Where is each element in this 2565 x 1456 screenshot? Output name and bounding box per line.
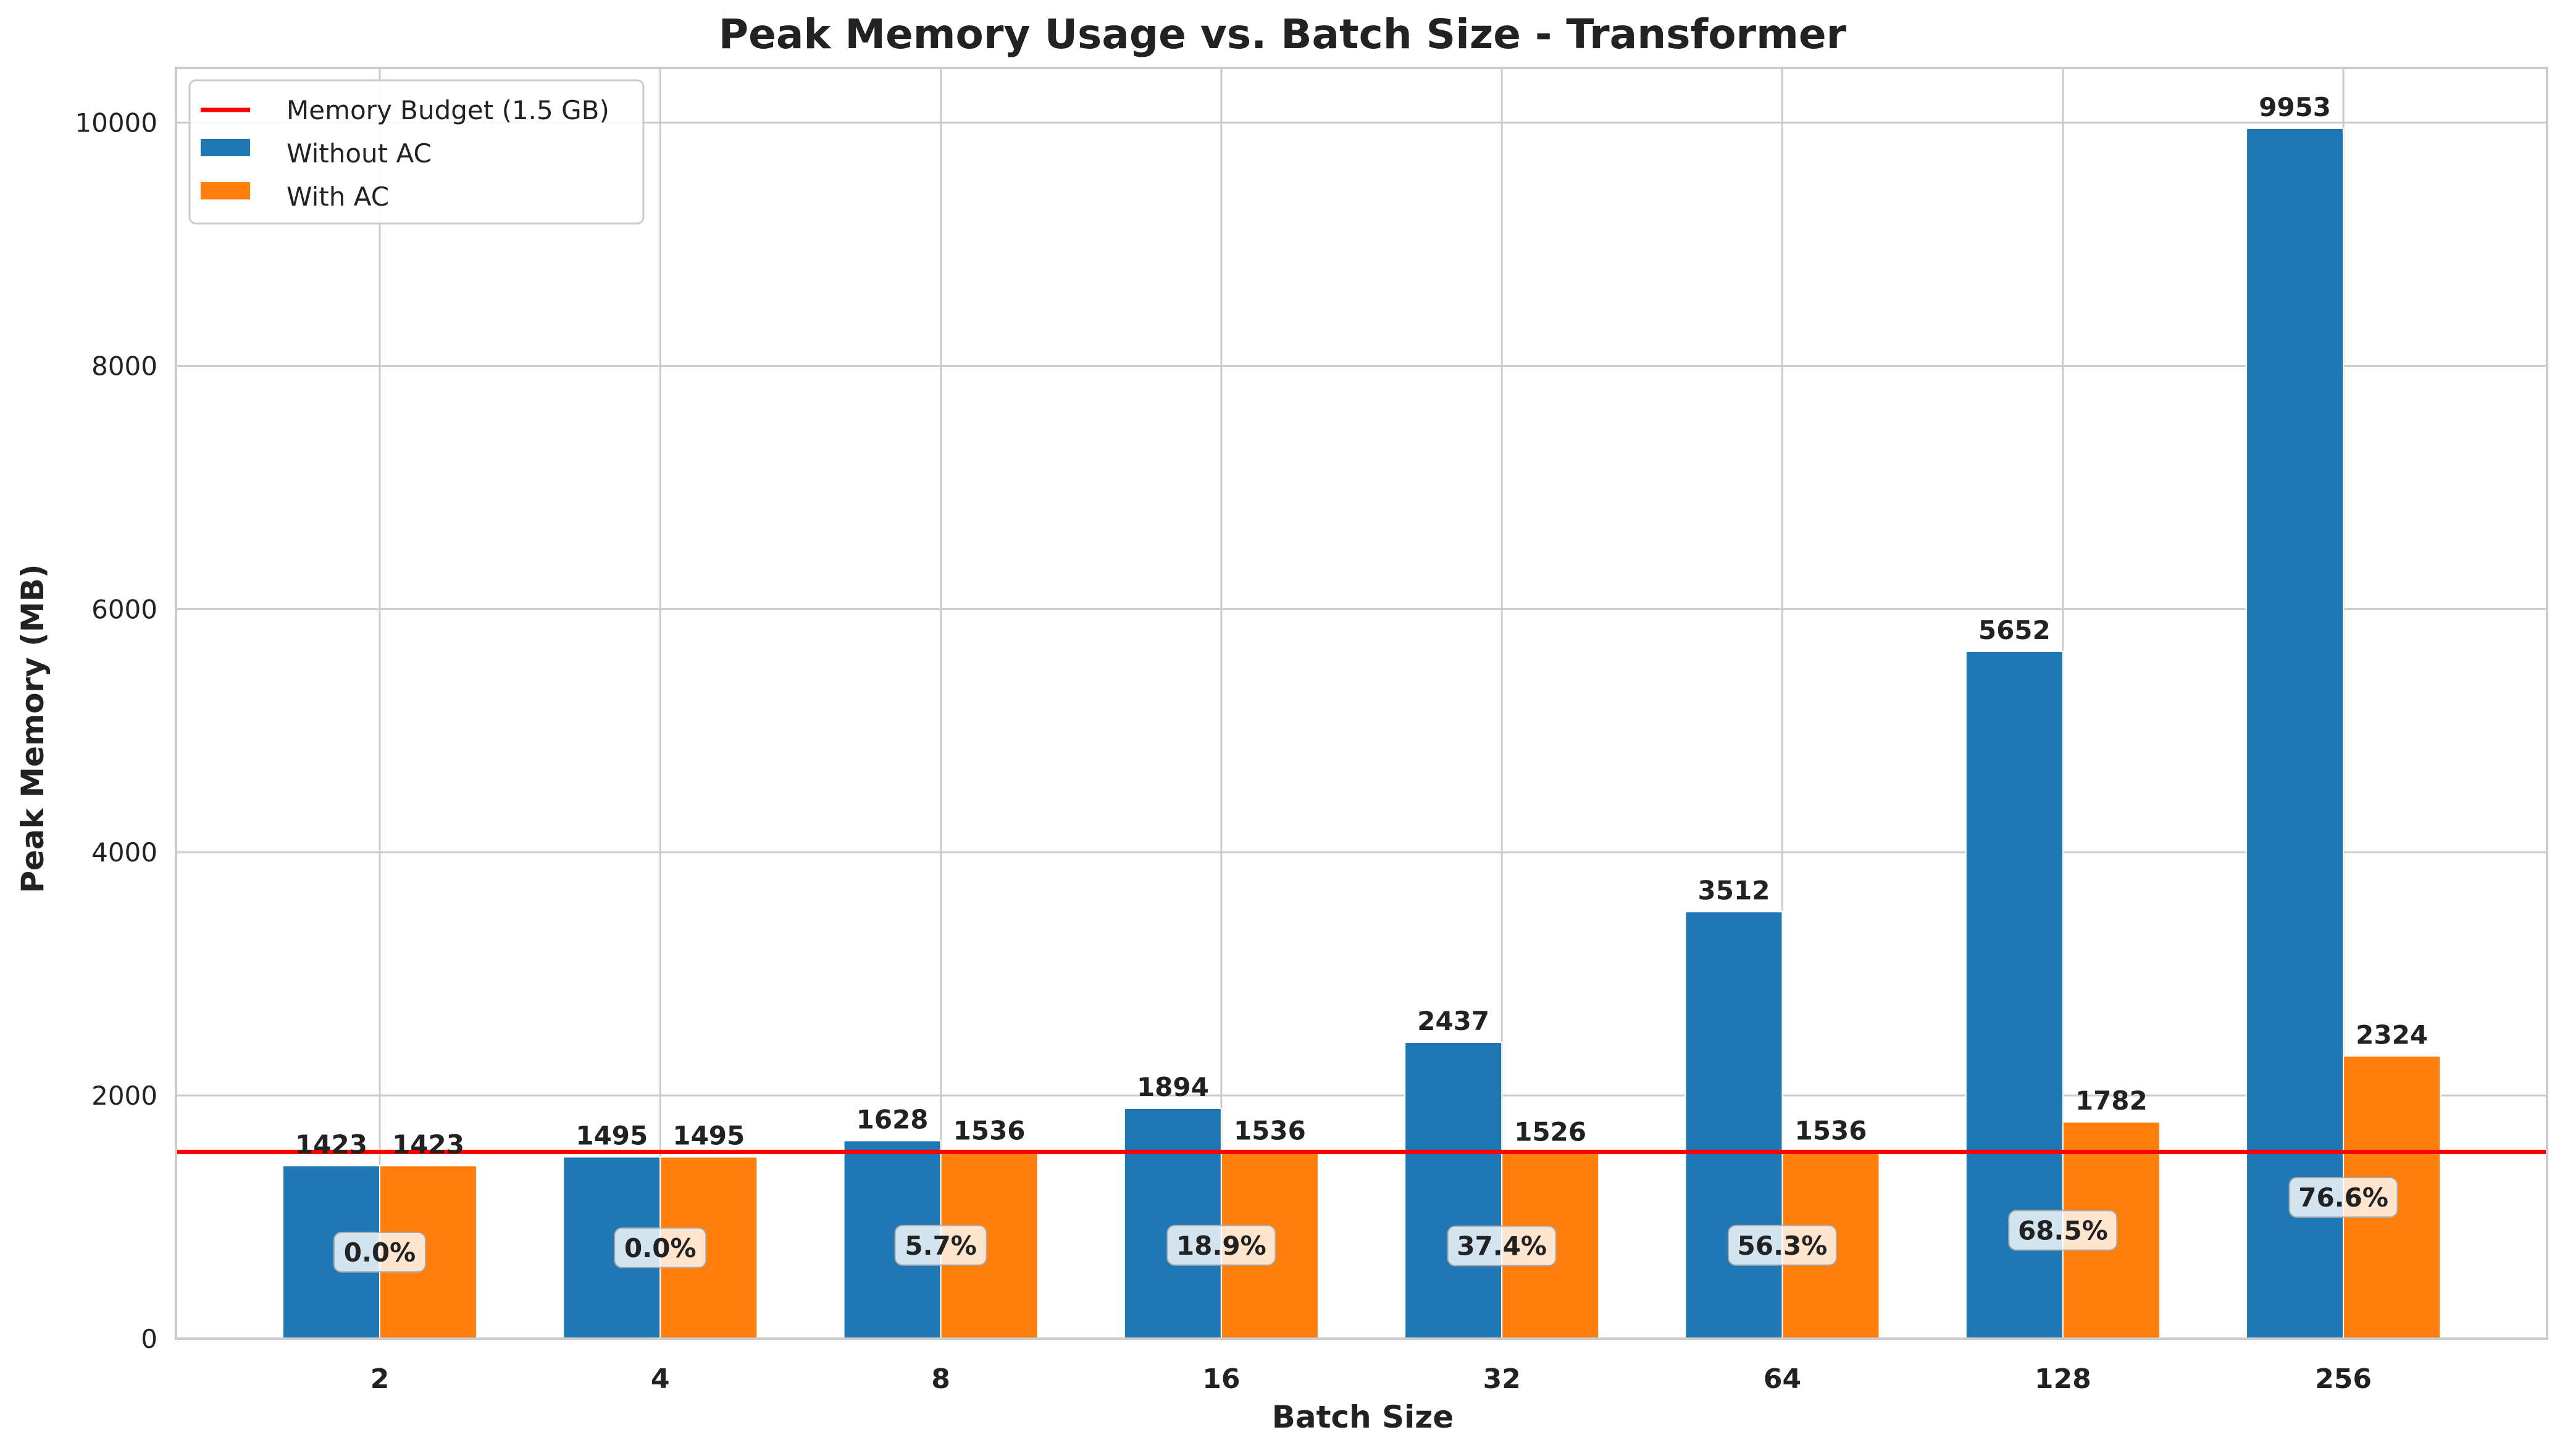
- value-label-without-ac: 9953: [2259, 92, 2331, 122]
- reduction-badge: [1166, 1224, 1276, 1266]
- reduction-label: 56.3%: [1738, 1231, 1828, 1261]
- value-label-without-ac: 1894: [1137, 1072, 1209, 1102]
- value-label-with-ac: 1536: [953, 1116, 1026, 1146]
- y-tick-label: 8000: [91, 351, 157, 381]
- x-tick-label: 16: [1202, 1363, 1240, 1395]
- reduction-label: 68.5%: [2018, 1216, 2108, 1246]
- reduction-badge: [1447, 1225, 1557, 1266]
- bar-without-ac: [1684, 911, 1783, 1340]
- reduction-badge: [333, 1231, 426, 1273]
- x-axis-label: Batch Size: [1272, 1399, 1454, 1435]
- value-label-with-ac: 2324: [2356, 1019, 2428, 1050]
- chart-title: Peak Memory Usage vs. Batch Size - Trans…: [719, 10, 1847, 58]
- reduction-badge: [2288, 1177, 2398, 1218]
- value-label-without-ac: 2437: [1417, 1006, 1489, 1036]
- legend-without-ac-label: Without AC: [287, 138, 432, 169]
- legend-budget-label: Memory Budget (1.5 GB): [287, 95, 609, 125]
- value-label-with-ac: 1495: [672, 1121, 745, 1151]
- value-label-with-ac: 1423: [392, 1129, 464, 1160]
- y-tick-label: 6000: [91, 594, 157, 624]
- y-axis-label: Peak Memory (MB): [15, 564, 51, 893]
- x-tick-label: 2: [370, 1363, 390, 1395]
- value-label-without-ac: 3512: [1698, 875, 1770, 905]
- value-label-without-ac: 1628: [856, 1104, 929, 1134]
- plot-frame: [175, 67, 2548, 1340]
- bar-without-ac: [2246, 127, 2345, 1340]
- x-tick-label: 8: [931, 1363, 950, 1395]
- y-tick-label: 4000: [91, 837, 157, 868]
- x-tick-label: 256: [2315, 1363, 2372, 1395]
- y-tick-label: 2000: [91, 1081, 157, 1111]
- value-label-with-ac: 1526: [1514, 1116, 1586, 1147]
- x-tick-label: 32: [1483, 1363, 1521, 1395]
- reduction-badge: [2008, 1210, 2118, 1251]
- legend-with-ac-label: With AC: [287, 182, 389, 212]
- bar-without-ac: [1404, 1042, 1503, 1340]
- reduction-label: 0.0%: [344, 1237, 416, 1268]
- reduction-label: 76.6%: [2298, 1182, 2388, 1213]
- legend-with-ac-swatch: [201, 182, 250, 199]
- value-label-with-ac: 1536: [1795, 1116, 1867, 1146]
- value-label-with-ac: 1536: [1234, 1116, 1306, 1146]
- value-label-without-ac: 1495: [575, 1121, 648, 1151]
- x-tick-label: 128: [2035, 1363, 2091, 1395]
- legend-box: [188, 79, 645, 225]
- legend-without-ac-swatch: [201, 139, 250, 156]
- x-tick-label: 4: [651, 1363, 670, 1395]
- reduction-badge: [614, 1227, 707, 1268]
- y-tick-label: 10000: [75, 108, 157, 138]
- reduction-label: 18.9%: [1176, 1231, 1266, 1261]
- reduction-label: 0.0%: [624, 1233, 696, 1263]
- value-label-with-ac: 1782: [2075, 1086, 2148, 1116]
- value-label-without-ac: 5652: [1978, 615, 2051, 645]
- x-tick-label: 64: [1764, 1363, 1801, 1395]
- value-label-without-ac: 1423: [295, 1129, 367, 1160]
- bar-without-ac: [1123, 1107, 1222, 1339]
- y-tick-label: 0: [141, 1324, 157, 1354]
- reduction-label: 37.4%: [1457, 1231, 1547, 1261]
- reduction-label: 5.7%: [905, 1231, 976, 1261]
- reduction-badge: [1728, 1224, 1837, 1266]
- reduction-badge: [894, 1224, 987, 1266]
